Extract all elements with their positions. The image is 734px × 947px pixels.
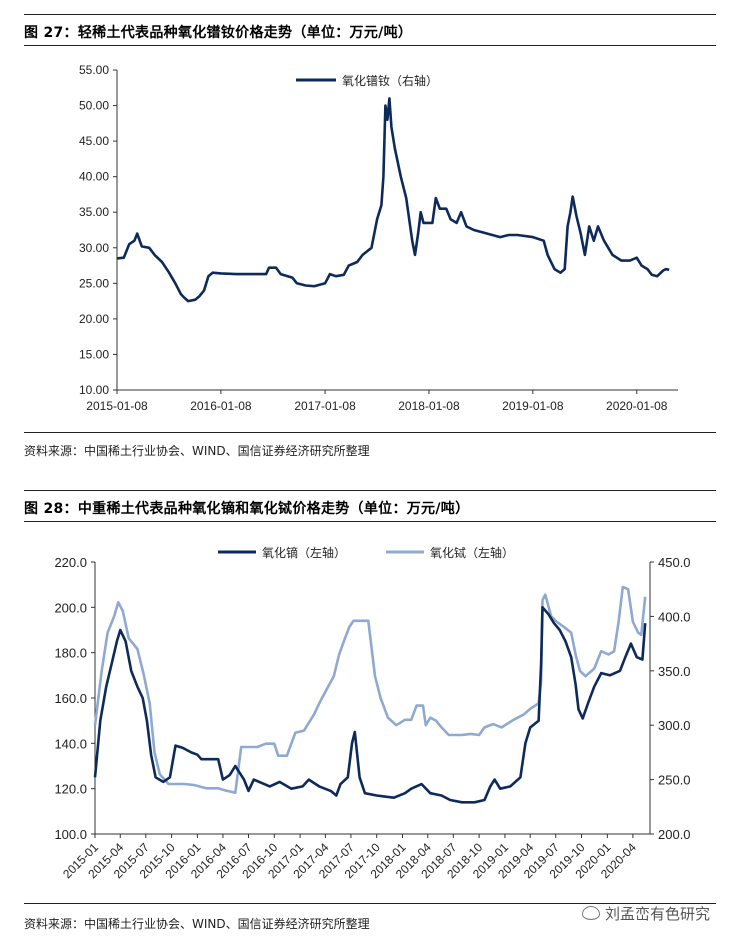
legend-label: 氧化铽（左轴）	[430, 545, 514, 560]
top-rule	[24, 490, 716, 491]
left-y-tick-label: 220.0	[54, 555, 87, 570]
source-rule	[24, 432, 716, 433]
praseodymium-neodymium-oxide-chart: 10.00 15.00 20.00 25.00 30.00 35.00 40.00 45.00…	[79, 63, 678, 413]
y-tick-label: 55.00	[79, 63, 109, 77]
x-tick-label: 2020-01-08	[606, 399, 668, 413]
y-tick-label: 25.00	[79, 276, 109, 290]
y-tick-label: 40.00	[79, 170, 109, 184]
y-tick-label: 45.00	[79, 134, 109, 148]
x-tick-label: 2016-01-08	[190, 399, 252, 413]
series-line-nd-oxide	[116, 97, 670, 303]
watermark: 刘孟峦有色研究	[581, 903, 710, 924]
right-y-tick-label: 300.0	[658, 718, 691, 733]
dysprosium-terbium-oxide-chart: 100.0 120.0 140.0 160.0 180.0 200.0 220.0 200.0…	[54, 545, 691, 881]
x-tick-label: 2015-01-08	[86, 399, 148, 413]
left-y-tick-label: 140.0	[54, 736, 87, 751]
y-tick-label: 15.00	[79, 347, 109, 361]
series-line-tb-oxide	[93, 585, 647, 794]
y-tick-label: 35.00	[79, 205, 109, 219]
top-rule	[24, 14, 716, 15]
y-tick-label: 50.00	[79, 99, 109, 113]
figure-28-title: 图 28：中重稀土代表品种氧化镝和氧化铽价格走势（单位：万元/吨）	[24, 501, 470, 517]
source-rule	[24, 903, 716, 904]
figure-27-title: 图 27：轻稀土代表品种氧化镨钕价格走势（单位：万元/吨）	[24, 25, 413, 41]
right-y-tick-label: 350.0	[658, 664, 691, 679]
x-tick-label: 2019-01-08	[502, 399, 564, 413]
x-tick-label: 2018-01-08	[398, 399, 460, 413]
figure-28-source: 资料来源：中国稀土行业协会、WIND、国信证券经济研究所整理	[24, 917, 370, 931]
right-y-tick-label: 450.0	[658, 555, 691, 570]
watermark-text: 刘孟峦有色研究	[604, 905, 710, 923]
legend-label: 氧化镨钕（右轴）	[342, 73, 438, 88]
title-rule	[24, 45, 716, 46]
figure-27-source: 资料来源：中国稀土行业协会、WIND、国信证券经济研究所整理	[24, 444, 370, 458]
series-line-dy-oxide	[93, 606, 647, 804]
x-tick-label: 2017-01-08	[294, 399, 356, 413]
right-y-tick-label: 200.0	[658, 827, 691, 842]
left-y-tick-label: 100.0	[54, 827, 87, 842]
left-y-tick-label: 180.0	[54, 646, 87, 661]
right-y-tick-label: 250.0	[658, 773, 691, 788]
y-tick-label: 30.00	[79, 241, 109, 255]
left-y-tick-label: 160.0	[54, 691, 87, 706]
wechat-icon	[581, 906, 600, 920]
right-y-tick-label: 400.0	[658, 609, 691, 624]
left-y-tick-label: 120.0	[54, 782, 87, 797]
y-tick-label: 10.00	[79, 383, 109, 397]
title-rule	[24, 521, 716, 522]
legend-label: 氧化镝（左轴）	[262, 545, 346, 560]
left-y-tick-label: 200.0	[54, 600, 87, 615]
y-tick-label: 20.00	[79, 312, 109, 326]
